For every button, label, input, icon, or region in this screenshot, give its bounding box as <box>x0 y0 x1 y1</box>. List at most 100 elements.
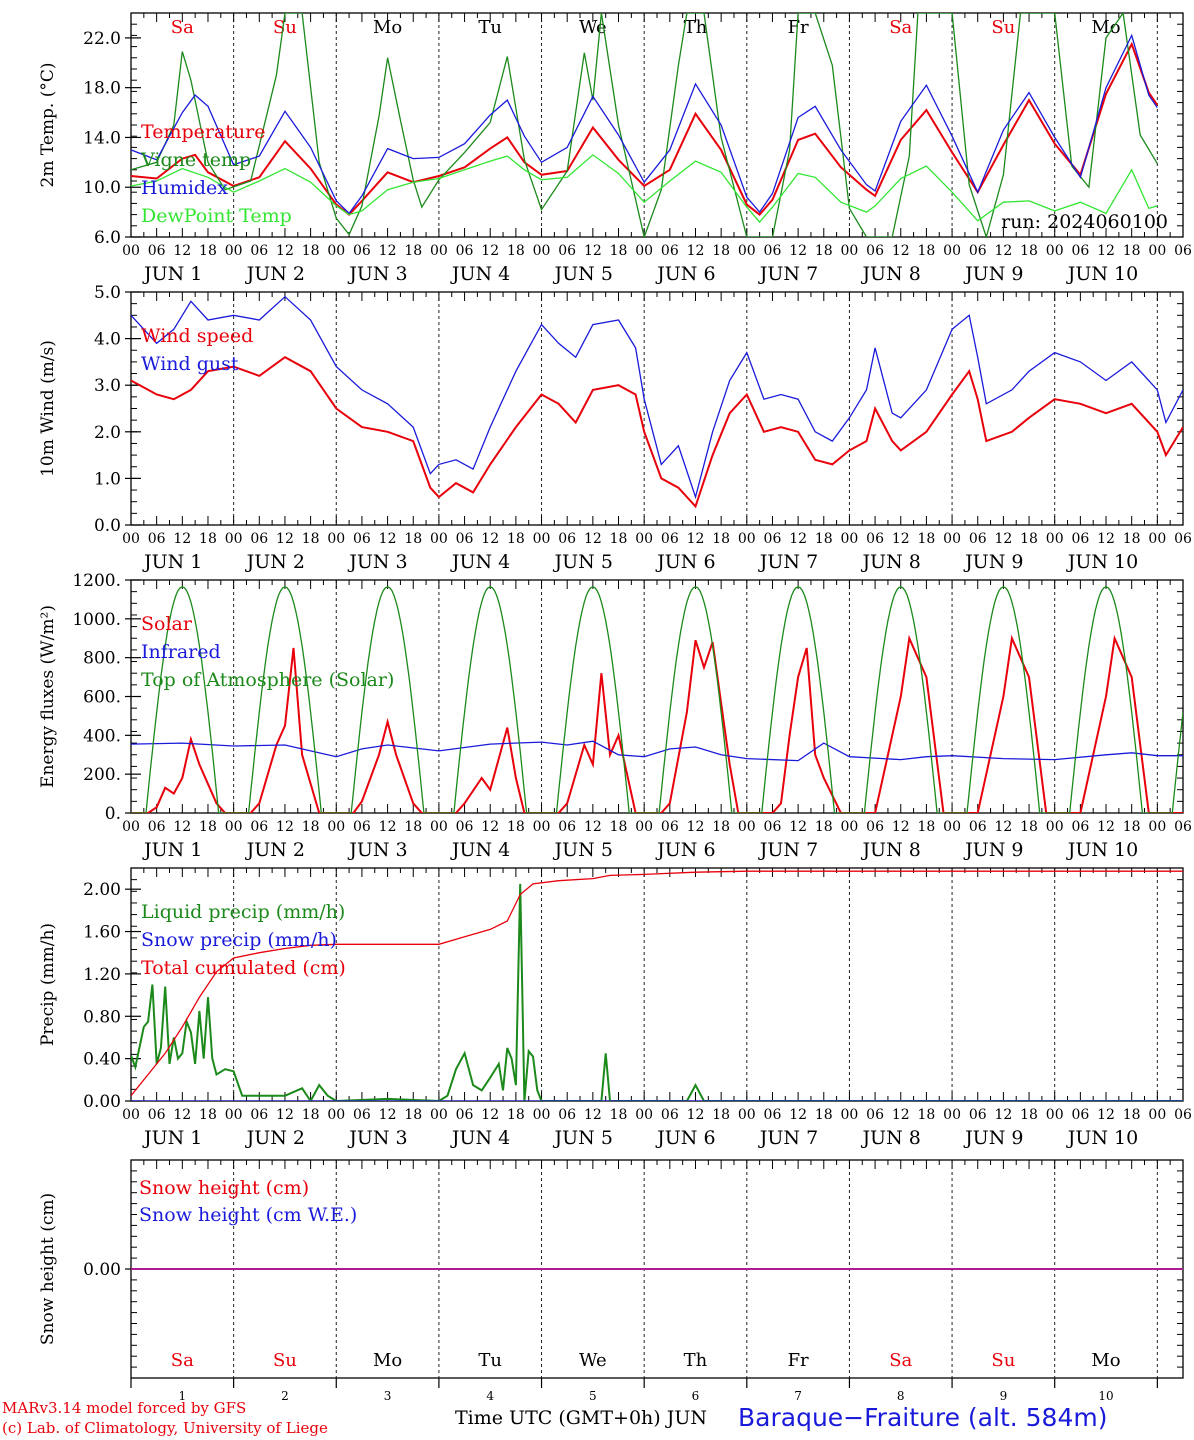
hour-tick-label: 00 <box>327 819 345 835</box>
y-tick-label: 14.0 <box>83 128 121 148</box>
y-tick-label: 400. <box>83 726 121 746</box>
hour-tick-label: 12 <box>379 243 397 259</box>
hour-tick-label: 18 <box>199 819 217 835</box>
legend-entry: Snow height (cm W.E.) <box>139 1204 357 1226</box>
hour-tick-label: 06 <box>456 531 474 547</box>
date-label: JUN 10 <box>1066 1127 1138 1149</box>
y-tick-label: 5.0 <box>94 283 121 303</box>
hour-tick-label: 18 <box>610 531 628 547</box>
date-label: JUN 7 <box>758 839 818 861</box>
hour-tick-label: 00 <box>738 1107 756 1123</box>
hour-tick-label: 00 <box>1148 243 1166 259</box>
date-label: JUN 5 <box>553 551 613 573</box>
y-tick-label: 4.0 <box>94 330 121 350</box>
chart-panel-2: 0.0 1.0 2.0 3.0 4.0 5.0 10m Wind (m/s) 00 06 12 18… <box>38 283 1192 573</box>
hour-tick-label: 12 <box>481 531 499 547</box>
hour-tick-label: 00 <box>122 819 140 835</box>
weekday-label: We <box>579 1350 607 1371</box>
legend-entry: Humidex <box>141 177 228 199</box>
hour-tick-label: 12 <box>994 243 1012 259</box>
hour-tick-label: 12 <box>1097 531 1115 547</box>
weekday-label: Sa <box>889 1350 912 1371</box>
hour-tick-label: 12 <box>687 1107 705 1123</box>
hour-tick-label: 06 <box>456 819 474 835</box>
hour-tick-label: 12 <box>1097 1107 1115 1123</box>
hour-tick-label: 18 <box>199 1107 217 1123</box>
lab-credit: (c) Lab. of Climatology, University of L… <box>2 1419 328 1437</box>
legend-entry: Liquid precip (mm/h) <box>141 901 345 923</box>
date-label: JUN 1 <box>142 839 202 861</box>
y-tick-label: 0.80 <box>83 1007 121 1027</box>
date-label: JUN 9 <box>963 839 1023 861</box>
y-axis-label: Energy fluxes (W/m²) <box>38 605 58 788</box>
date-label: JUN 4 <box>450 839 510 861</box>
hour-tick-label: 12 <box>481 1107 499 1123</box>
station-name: Baraque−Fraiture (alt. 584m) <box>738 1403 1108 1432</box>
series-line-wind-gust <box>131 295 1183 500</box>
hour-tick-label: 00 <box>533 243 551 259</box>
hour-tick-label: 00 <box>225 243 243 259</box>
hour-tick-label: 06 <box>969 1107 987 1123</box>
hour-tick-label: 18 <box>507 819 525 835</box>
hour-tick-label: 00 <box>841 243 859 259</box>
hour-tick-label: 06 <box>250 531 268 547</box>
hour-tick-label: 18 <box>404 1107 422 1123</box>
hour-tick-label: 00 <box>1046 1107 1064 1123</box>
weekday-label: Sa <box>171 17 194 38</box>
series-line-infrared <box>131 740 1183 762</box>
hour-tick-label: 12 <box>994 819 1012 835</box>
legend-entry: Wind speed <box>141 325 253 347</box>
hour-tick-label: 00 <box>122 243 140 259</box>
hour-tick-label: 00 <box>122 1107 140 1123</box>
hour-tick-label: 12 <box>584 819 602 835</box>
y-tick-label: 18.0 <box>83 79 121 99</box>
hour-tick-label: 12 <box>892 819 910 835</box>
hour-tick-label: 18 <box>1123 1107 1141 1123</box>
hour-tick-label: 06 <box>1174 531 1192 547</box>
y-tick-label: 600. <box>83 688 121 708</box>
series-line-humidex <box>131 33 1158 215</box>
hour-tick-label: 06 <box>250 819 268 835</box>
series-line-total-cumulated-cm- <box>131 870 1183 1097</box>
hour-tick-label: 18 <box>815 243 833 259</box>
hour-tick-label: 06 <box>969 243 987 259</box>
hour-tick-label: 00 <box>738 819 756 835</box>
date-label: JUN 2 <box>245 263 305 285</box>
weekday-label: Tu <box>478 17 502 38</box>
hour-tick-label: 00 <box>635 1107 653 1123</box>
hour-tick-label: 12 <box>1097 819 1115 835</box>
hour-tick-label: 12 <box>584 1107 602 1123</box>
hour-tick-label: 06 <box>353 243 371 259</box>
y-tick-label: 200. <box>83 765 121 785</box>
hour-tick-label: 12 <box>481 819 499 835</box>
hour-tick-label: 06 <box>866 243 884 259</box>
day-number: 3 <box>384 1389 392 1403</box>
hour-tick-label: 18 <box>302 1107 320 1123</box>
day-number: 7 <box>794 1389 802 1403</box>
date-label: JUN 10 <box>1066 263 1138 285</box>
hour-tick-label: 06 <box>558 531 576 547</box>
hour-tick-label: 00 <box>533 819 551 835</box>
weekday-label: Su <box>273 1350 297 1371</box>
hour-tick-label: 18 <box>302 243 320 259</box>
hour-tick-label: 06 <box>661 531 679 547</box>
legend-entry: Infrared <box>141 641 221 663</box>
weekday-label: Mo <box>373 1350 402 1371</box>
hour-tick-label: 00 <box>841 819 859 835</box>
chart-panel-3: 0. 200. 400. 600. 800. 1000. 1200. Energy fluxe… <box>38 571 1192 861</box>
legend-entry: Wind gust <box>141 353 239 375</box>
hour-tick-label: 12 <box>687 243 705 259</box>
date-label: JUN 6 <box>655 551 715 573</box>
legend-entry: Temperature <box>141 121 265 143</box>
hour-tick-label: 12 <box>994 1107 1012 1123</box>
hour-tick-label: 18 <box>918 1107 936 1123</box>
hour-tick-label: 06 <box>1071 1107 1089 1123</box>
y-axis-label: 2m Temp. (°C) <box>38 62 58 187</box>
hour-tick-label: 06 <box>353 531 371 547</box>
chart-panel-1: 6.0 10.0 14.0 18.0 22.0 2m Temp. (°C) 00 06 12 18… <box>38 12 1192 285</box>
hour-tick-label: 18 <box>199 531 217 547</box>
date-label: JUN 4 <box>450 263 510 285</box>
hour-tick-label: 12 <box>1097 243 1115 259</box>
y-tick-label: 1.0 <box>94 469 121 489</box>
